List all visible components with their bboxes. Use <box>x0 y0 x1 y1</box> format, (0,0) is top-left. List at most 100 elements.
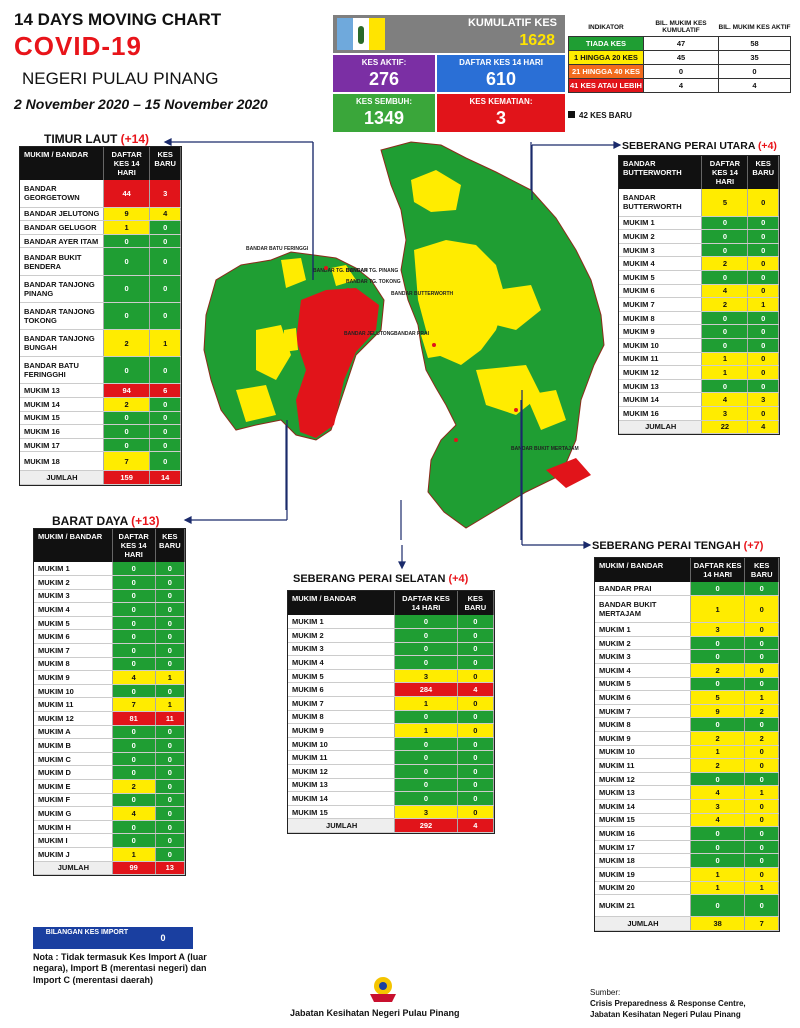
row-label: BANDAR TANJONG PINANG <box>20 275 104 303</box>
daftar-value: 610 <box>485 69 517 89</box>
row-label: MUKIM 5 <box>595 677 691 692</box>
table-row: BANDAR TANJONG TOKONG 0 0 <box>20 302 181 331</box>
daftar-cell: 0 <box>394 642 458 657</box>
row-label: BANDAR BUKIT MERTAJAM <box>595 595 691 624</box>
daftar-cell: 0 <box>394 791 458 806</box>
total-label: JUMLAH <box>595 916 691 931</box>
timur-laut-table: MUKIM / BANDAR DAFTAR KES 14 HARI KES BARU… <box>19 146 182 486</box>
summary-panel: KUMULATIF KES 1628 KES AKTIF: 276 DAFTAR… <box>333 15 565 132</box>
row-label: BANDAR TANJONG TOKONG <box>20 302 104 331</box>
row-label: BANDAR BUKIT BENDERA <box>20 247 104 276</box>
baru-cell: 0 <box>155 806 186 821</box>
square-icon <box>568 111 575 118</box>
daftar-cell: 0 <box>394 737 458 752</box>
row-label: MUKIM 13 <box>619 379 703 394</box>
baru-cell: 0 <box>747 216 779 231</box>
tengah-table: MUKIM / BANDAR DAFTAR KES 14 HARI KES BARU… <box>594 557 780 932</box>
daftar-cell: 2 <box>112 779 156 794</box>
row-label: MUKIM 4 <box>619 256 703 272</box>
daftar-cell: 4 <box>701 284 749 299</box>
baru-cell: 0 <box>744 853 779 868</box>
baru-cell: 0 <box>747 256 779 272</box>
daftar-cell: 0 <box>112 793 156 808</box>
svg-text:BANDAR JELUTONG: BANDAR JELUTONG <box>344 331 394 337</box>
table-row: MUKIM 16 3 0 <box>619 406 779 421</box>
row-label: MUKIM 11 <box>595 758 691 773</box>
daftar-label: DAFTAR KES 14 HARI <box>459 58 543 67</box>
column-header: DAFTAR KES 14 HARI <box>701 156 749 189</box>
daftar-cell: 0 <box>112 752 156 767</box>
row-label: MUKIM 1 <box>288 615 396 630</box>
row-label: MUKIM A <box>34 725 113 740</box>
kematian-box: KES KEMATIAN: 3 <box>437 94 565 132</box>
daftar-cell: 1 <box>103 220 151 235</box>
daftar-cell: 0 <box>103 302 151 331</box>
daftar-cell: 0 <box>112 562 156 577</box>
baru-cell: 0 <box>155 684 186 699</box>
table-row: MUKIM 11 2 0 <box>595 758 779 773</box>
indicator-row: 21 HINGGA 40 KES 0 0 <box>568 64 791 79</box>
baru-cell: 0 <box>155 765 186 780</box>
row-label: MUKIM 12 <box>619 365 703 380</box>
baru-cell: 4 <box>457 682 495 698</box>
table-row: BANDAR TANJONG PINANG 0 0 <box>20 275 181 303</box>
daftar-cell: 0 <box>112 575 156 590</box>
table-row: MUKIM 12 0 0 <box>595 772 779 787</box>
tengah-title: SEBERANG PERAI TENGAH (+7) <box>592 540 764 552</box>
baru-cell: 1 <box>744 785 779 800</box>
row-label: MUKIM I <box>34 833 113 848</box>
svg-text:BANDAR PRAI: BANDAR PRAI <box>394 331 430 337</box>
daftar-cell: 3 <box>394 669 458 684</box>
baru-cell: 0 <box>457 764 495 779</box>
daftar-cell: 0 <box>690 853 746 868</box>
daftar-cell: 5 <box>690 690 746 705</box>
row-label: MUKIM 3 <box>595 649 691 665</box>
daftar-cell: 0 <box>701 243 749 258</box>
row-label: MUKIM C <box>34 752 113 767</box>
row-label: MUKIM 11 <box>288 750 396 766</box>
daftar-cell: 4 <box>690 785 746 800</box>
total-label: JUMLAH <box>34 861 113 876</box>
row-label: MUKIM 4 <box>595 663 691 678</box>
row-label: MUKIM D <box>34 765 113 780</box>
row-label: MUKIM 14 <box>595 799 691 814</box>
import-value: 0 <box>160 933 166 943</box>
daftar-cell: 0 <box>112 738 156 753</box>
row-label: MUKIM 6 <box>288 682 396 698</box>
table-row: MUKIM 17 0 0 <box>20 438 181 453</box>
barat-daya-title: BARAT DAYA (+13) <box>52 514 160 528</box>
row-label: MUKIM 11 <box>619 352 703 367</box>
daftar-cell: 2 <box>103 397 151 412</box>
baru-cell: 1 <box>155 670 186 685</box>
aktif-value: 276 <box>368 69 400 89</box>
daftar-cell: 7 <box>103 451 151 472</box>
row-label: MUKIM 9 <box>619 324 703 340</box>
baru-cell: 0 <box>744 867 779 882</box>
daftar-cell: 1 <box>394 723 458 738</box>
baru-cell: 0 <box>744 758 779 773</box>
daftar-cell: 2 <box>103 329 151 358</box>
daftar-cell: 1 <box>701 352 749 367</box>
svg-text:BANDAR TG. TOKONG: BANDAR TG. TOKONG <box>346 279 401 285</box>
column-header: DAFTAR KES 14 HARI <box>690 558 746 582</box>
kumulatif-value: 1628 <box>519 32 555 49</box>
row-label: MUKIM 15 <box>20 411 104 426</box>
baru-cell: 0 <box>155 820 186 835</box>
table-row: BANDAR AYER ITAM 0 0 <box>20 234 181 249</box>
row-label: MUKIM B <box>34 738 113 753</box>
baru-cell: 3 <box>149 180 181 208</box>
map-place-labels: BANDAR BATU FERINGGI BANDAR TG. BUNGAH B… <box>246 246 579 452</box>
row-label: MUKIM 12 <box>34 711 113 726</box>
daftar-cell: 9 <box>103 207 151 222</box>
daftar-cell: 2 <box>690 731 746 746</box>
total-value: 4 <box>457 818 495 833</box>
